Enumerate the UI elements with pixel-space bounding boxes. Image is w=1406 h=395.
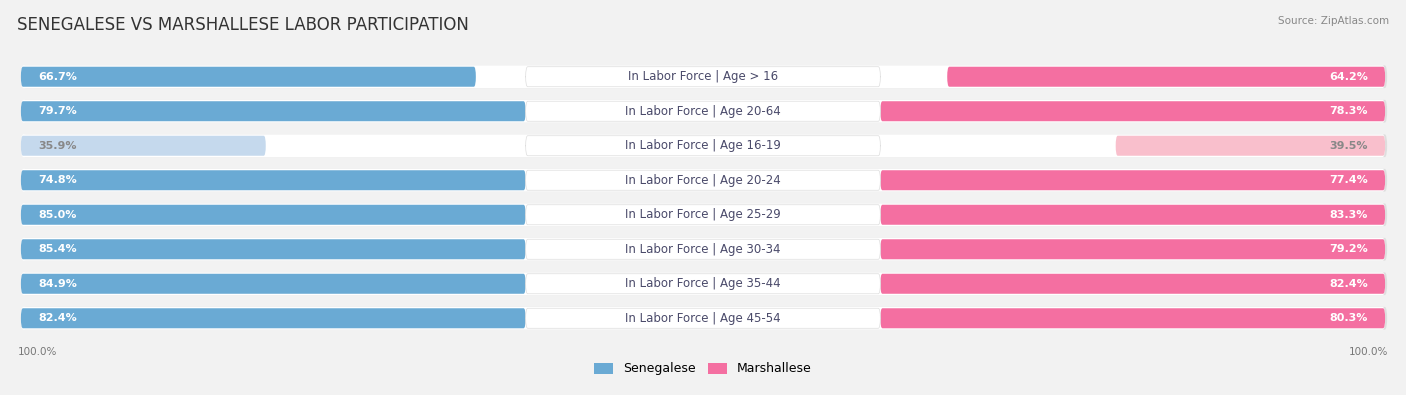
FancyBboxPatch shape bbox=[21, 136, 266, 156]
Text: 77.4%: 77.4% bbox=[1329, 175, 1368, 185]
FancyBboxPatch shape bbox=[1116, 136, 1385, 156]
FancyBboxPatch shape bbox=[880, 101, 1385, 121]
Text: In Labor Force | Age 25-29: In Labor Force | Age 25-29 bbox=[626, 208, 780, 221]
FancyBboxPatch shape bbox=[22, 203, 1388, 226]
Text: SENEGALESE VS MARSHALLESE LABOR PARTICIPATION: SENEGALESE VS MARSHALLESE LABOR PARTICIP… bbox=[17, 16, 468, 34]
Legend: Senegalese, Marshallese: Senegalese, Marshallese bbox=[589, 357, 817, 380]
FancyBboxPatch shape bbox=[21, 169, 1385, 192]
FancyBboxPatch shape bbox=[526, 274, 880, 294]
FancyBboxPatch shape bbox=[22, 169, 1388, 192]
FancyBboxPatch shape bbox=[22, 134, 1388, 157]
FancyBboxPatch shape bbox=[22, 238, 1388, 261]
Text: 82.4%: 82.4% bbox=[1329, 279, 1368, 289]
FancyBboxPatch shape bbox=[526, 308, 880, 328]
Text: In Labor Force | Age 16-19: In Labor Force | Age 16-19 bbox=[626, 139, 780, 152]
Text: 79.2%: 79.2% bbox=[1329, 244, 1368, 254]
FancyBboxPatch shape bbox=[880, 205, 1385, 225]
FancyBboxPatch shape bbox=[21, 203, 1385, 226]
FancyBboxPatch shape bbox=[880, 308, 1385, 328]
FancyBboxPatch shape bbox=[880, 170, 1385, 190]
FancyBboxPatch shape bbox=[21, 274, 526, 294]
FancyBboxPatch shape bbox=[22, 100, 1388, 122]
FancyBboxPatch shape bbox=[22, 307, 1388, 330]
Text: 79.7%: 79.7% bbox=[38, 106, 77, 116]
Text: In Labor Force | Age 30-34: In Labor Force | Age 30-34 bbox=[626, 243, 780, 256]
Text: 85.4%: 85.4% bbox=[38, 244, 76, 254]
FancyBboxPatch shape bbox=[21, 101, 526, 121]
FancyBboxPatch shape bbox=[21, 170, 526, 190]
FancyBboxPatch shape bbox=[21, 134, 1385, 157]
Text: 84.9%: 84.9% bbox=[38, 279, 77, 289]
FancyBboxPatch shape bbox=[22, 65, 1388, 88]
Text: In Labor Force | Age 45-54: In Labor Force | Age 45-54 bbox=[626, 312, 780, 325]
FancyBboxPatch shape bbox=[526, 239, 880, 259]
FancyBboxPatch shape bbox=[526, 136, 880, 156]
FancyBboxPatch shape bbox=[22, 273, 1388, 295]
FancyBboxPatch shape bbox=[526, 170, 880, 190]
Text: 85.0%: 85.0% bbox=[38, 210, 76, 220]
Text: 35.9%: 35.9% bbox=[38, 141, 76, 151]
FancyBboxPatch shape bbox=[21, 273, 1385, 295]
Text: In Labor Force | Age 20-24: In Labor Force | Age 20-24 bbox=[626, 174, 780, 187]
FancyBboxPatch shape bbox=[21, 67, 475, 87]
Text: 83.3%: 83.3% bbox=[1330, 210, 1368, 220]
Text: 64.2%: 64.2% bbox=[1329, 72, 1368, 82]
Text: 100.0%: 100.0% bbox=[1350, 346, 1389, 357]
FancyBboxPatch shape bbox=[880, 274, 1385, 294]
Text: 78.3%: 78.3% bbox=[1330, 106, 1368, 116]
Text: 82.4%: 82.4% bbox=[38, 313, 77, 323]
FancyBboxPatch shape bbox=[21, 308, 526, 328]
Text: In Labor Force | Age > 16: In Labor Force | Age > 16 bbox=[628, 70, 778, 83]
FancyBboxPatch shape bbox=[21, 205, 526, 225]
FancyBboxPatch shape bbox=[948, 67, 1385, 87]
Text: 74.8%: 74.8% bbox=[38, 175, 77, 185]
FancyBboxPatch shape bbox=[526, 101, 880, 121]
FancyBboxPatch shape bbox=[21, 307, 1385, 330]
Text: 80.3%: 80.3% bbox=[1330, 313, 1368, 323]
FancyBboxPatch shape bbox=[21, 238, 1385, 261]
FancyBboxPatch shape bbox=[526, 205, 880, 225]
Text: In Labor Force | Age 20-64: In Labor Force | Age 20-64 bbox=[626, 105, 780, 118]
FancyBboxPatch shape bbox=[880, 239, 1385, 259]
Text: In Labor Force | Age 35-44: In Labor Force | Age 35-44 bbox=[626, 277, 780, 290]
FancyBboxPatch shape bbox=[21, 239, 526, 259]
Text: 66.7%: 66.7% bbox=[38, 72, 77, 82]
FancyBboxPatch shape bbox=[21, 100, 1385, 122]
Text: 39.5%: 39.5% bbox=[1330, 141, 1368, 151]
FancyBboxPatch shape bbox=[21, 65, 1385, 88]
FancyBboxPatch shape bbox=[526, 67, 880, 87]
Text: Source: ZipAtlas.com: Source: ZipAtlas.com bbox=[1278, 16, 1389, 26]
Text: 100.0%: 100.0% bbox=[17, 346, 56, 357]
